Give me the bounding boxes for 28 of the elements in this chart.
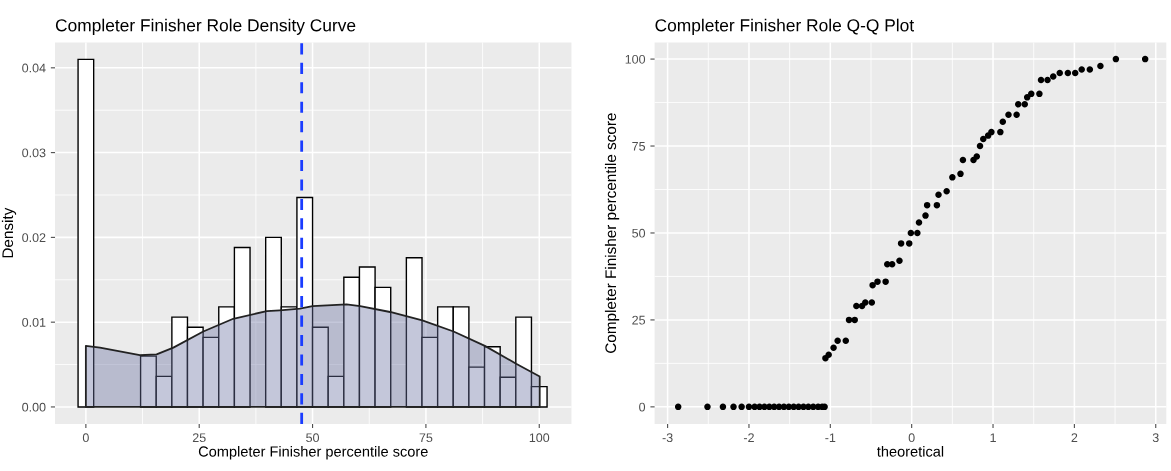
x-tick-label: 0 [82,433,89,443]
x-axis-title: theoretical [877,445,944,457]
x-tick-label: 3 [1152,433,1159,443]
y-tick-label: 0.00 [22,402,46,412]
x-tick-label: 2 [1071,433,1078,442]
y-tick-label: 0.02 [22,233,46,243]
x-tick-label: -3 [662,433,673,443]
x-tick-label: 100 [529,433,550,443]
x-axis-title: Completer Finisher percentile score [198,445,428,460]
y-axis-title: Density [1,207,17,258]
x-tick-label: 50 [306,433,320,443]
chart-title: Completer Finisher Role Q-Q Plot [655,18,914,35]
y-tick-label: 0 [639,402,646,412]
y-axis-title: Completer Finisher percentile score [604,113,620,353]
y-tick-label: 0.01 [22,317,46,327]
x-tick-label: -2 [743,433,754,442]
chart-title: Completer Finisher Role Density Curve [55,18,356,35]
y-tick-label: 50 [632,228,646,238]
y-tick-label: 25 [632,315,646,325]
y-tick-label: 0.03 [22,148,46,158]
x-tick-label: 75 [419,433,433,443]
x-tick-label: 1 [990,433,996,442]
y-tick-label: 0.04 [22,63,46,73]
x-tick-label: -1 [825,433,836,442]
y-tick-label: 75 [632,141,646,151]
x-tick-label: 0 [908,433,915,443]
x-tick-label: 25 [192,433,206,443]
y-tick-label: 100 [625,54,646,64]
